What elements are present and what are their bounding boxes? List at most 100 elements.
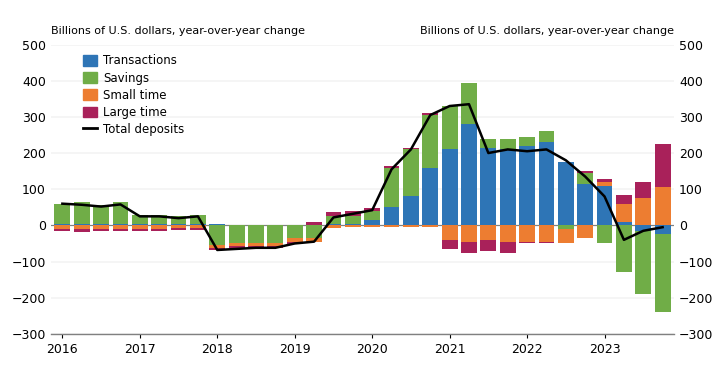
Bar	[152, 224, 167, 225]
Legend: Transactions, Savings, Small time, Large time, Total deposits: Transactions, Savings, Small time, Large…	[82, 53, 186, 137]
Line: Total deposits: Total deposits	[62, 104, 663, 250]
Bar	[500, 138, 515, 150]
Total deposits	[407, 147, 415, 152]
Total deposits	[523, 149, 531, 154]
Bar	[326, 224, 341, 225]
Bar	[384, 166, 399, 167]
Total deposits	[426, 113, 434, 117]
Bar	[364, 225, 380, 227]
Bar	[93, 224, 109, 225]
Bar	[152, 225, 167, 229]
Bar	[597, 225, 613, 243]
Bar	[635, 182, 651, 198]
Bar	[306, 223, 322, 225]
Bar	[558, 162, 573, 225]
Bar	[170, 216, 186, 224]
Bar	[597, 182, 613, 186]
Bar	[558, 229, 573, 243]
Bar	[248, 243, 264, 246]
Bar	[74, 202, 90, 224]
Bar	[384, 225, 399, 227]
Bar	[442, 240, 457, 249]
Bar	[132, 214, 148, 224]
Bar	[558, 225, 573, 229]
Bar	[635, 231, 651, 294]
Total deposits	[600, 194, 609, 199]
Bar	[287, 225, 302, 238]
Bar	[519, 242, 535, 243]
Bar	[112, 229, 128, 231]
Bar	[345, 224, 361, 225]
Bar	[403, 150, 419, 197]
Bar	[190, 225, 206, 228]
Bar	[577, 225, 593, 238]
Bar	[364, 220, 380, 225]
Bar	[442, 225, 457, 240]
Bar	[500, 225, 515, 242]
Bar	[423, 167, 438, 225]
Total deposits	[252, 246, 260, 250]
Bar	[616, 204, 632, 222]
Bar	[616, 222, 632, 225]
Bar	[210, 225, 225, 245]
Bar	[635, 225, 651, 231]
Total deposits	[620, 237, 629, 242]
Bar	[481, 148, 497, 225]
Bar	[190, 214, 206, 224]
Bar	[577, 171, 593, 173]
Bar	[54, 229, 70, 231]
Total deposits	[503, 147, 512, 152]
Bar	[423, 113, 438, 115]
Bar	[519, 225, 535, 242]
Total deposits	[194, 214, 202, 219]
Total deposits	[581, 174, 589, 179]
Bar	[403, 148, 419, 150]
Total deposits	[271, 246, 280, 250]
Bar	[539, 131, 555, 142]
Bar	[306, 225, 322, 238]
Bar	[268, 225, 283, 243]
Total deposits	[368, 208, 376, 213]
Total deposits	[329, 215, 338, 220]
Total deposits	[174, 216, 183, 220]
Bar	[210, 245, 225, 248]
Bar	[655, 225, 671, 234]
Bar	[170, 228, 186, 230]
Total deposits	[213, 248, 222, 252]
Bar	[519, 137, 535, 146]
Bar	[364, 211, 380, 220]
Bar	[364, 208, 380, 211]
Bar	[655, 144, 671, 187]
Bar	[635, 198, 651, 225]
Bar	[228, 225, 244, 243]
Bar	[384, 207, 399, 225]
Bar	[597, 186, 613, 225]
Bar	[268, 246, 283, 248]
Bar	[74, 225, 90, 229]
Bar	[326, 216, 341, 224]
Bar	[287, 242, 302, 244]
Bar	[577, 184, 593, 225]
Bar	[423, 225, 438, 227]
Total deposits	[78, 203, 86, 207]
Bar	[54, 225, 70, 229]
Bar	[423, 115, 438, 167]
Bar	[326, 225, 341, 228]
Bar	[597, 179, 613, 182]
Bar	[500, 242, 515, 253]
Bar	[268, 243, 283, 246]
Bar	[345, 225, 361, 227]
Bar	[442, 150, 457, 225]
Bar	[345, 216, 361, 224]
Bar	[93, 229, 109, 231]
Bar	[539, 242, 555, 243]
Total deposits	[465, 102, 473, 106]
Bar	[228, 243, 244, 246]
Total deposits	[639, 229, 647, 233]
Total deposits	[349, 211, 357, 216]
Bar	[132, 225, 148, 229]
Total deposits	[58, 201, 67, 206]
Bar	[345, 211, 361, 216]
Bar	[74, 229, 90, 232]
Bar	[481, 225, 497, 240]
